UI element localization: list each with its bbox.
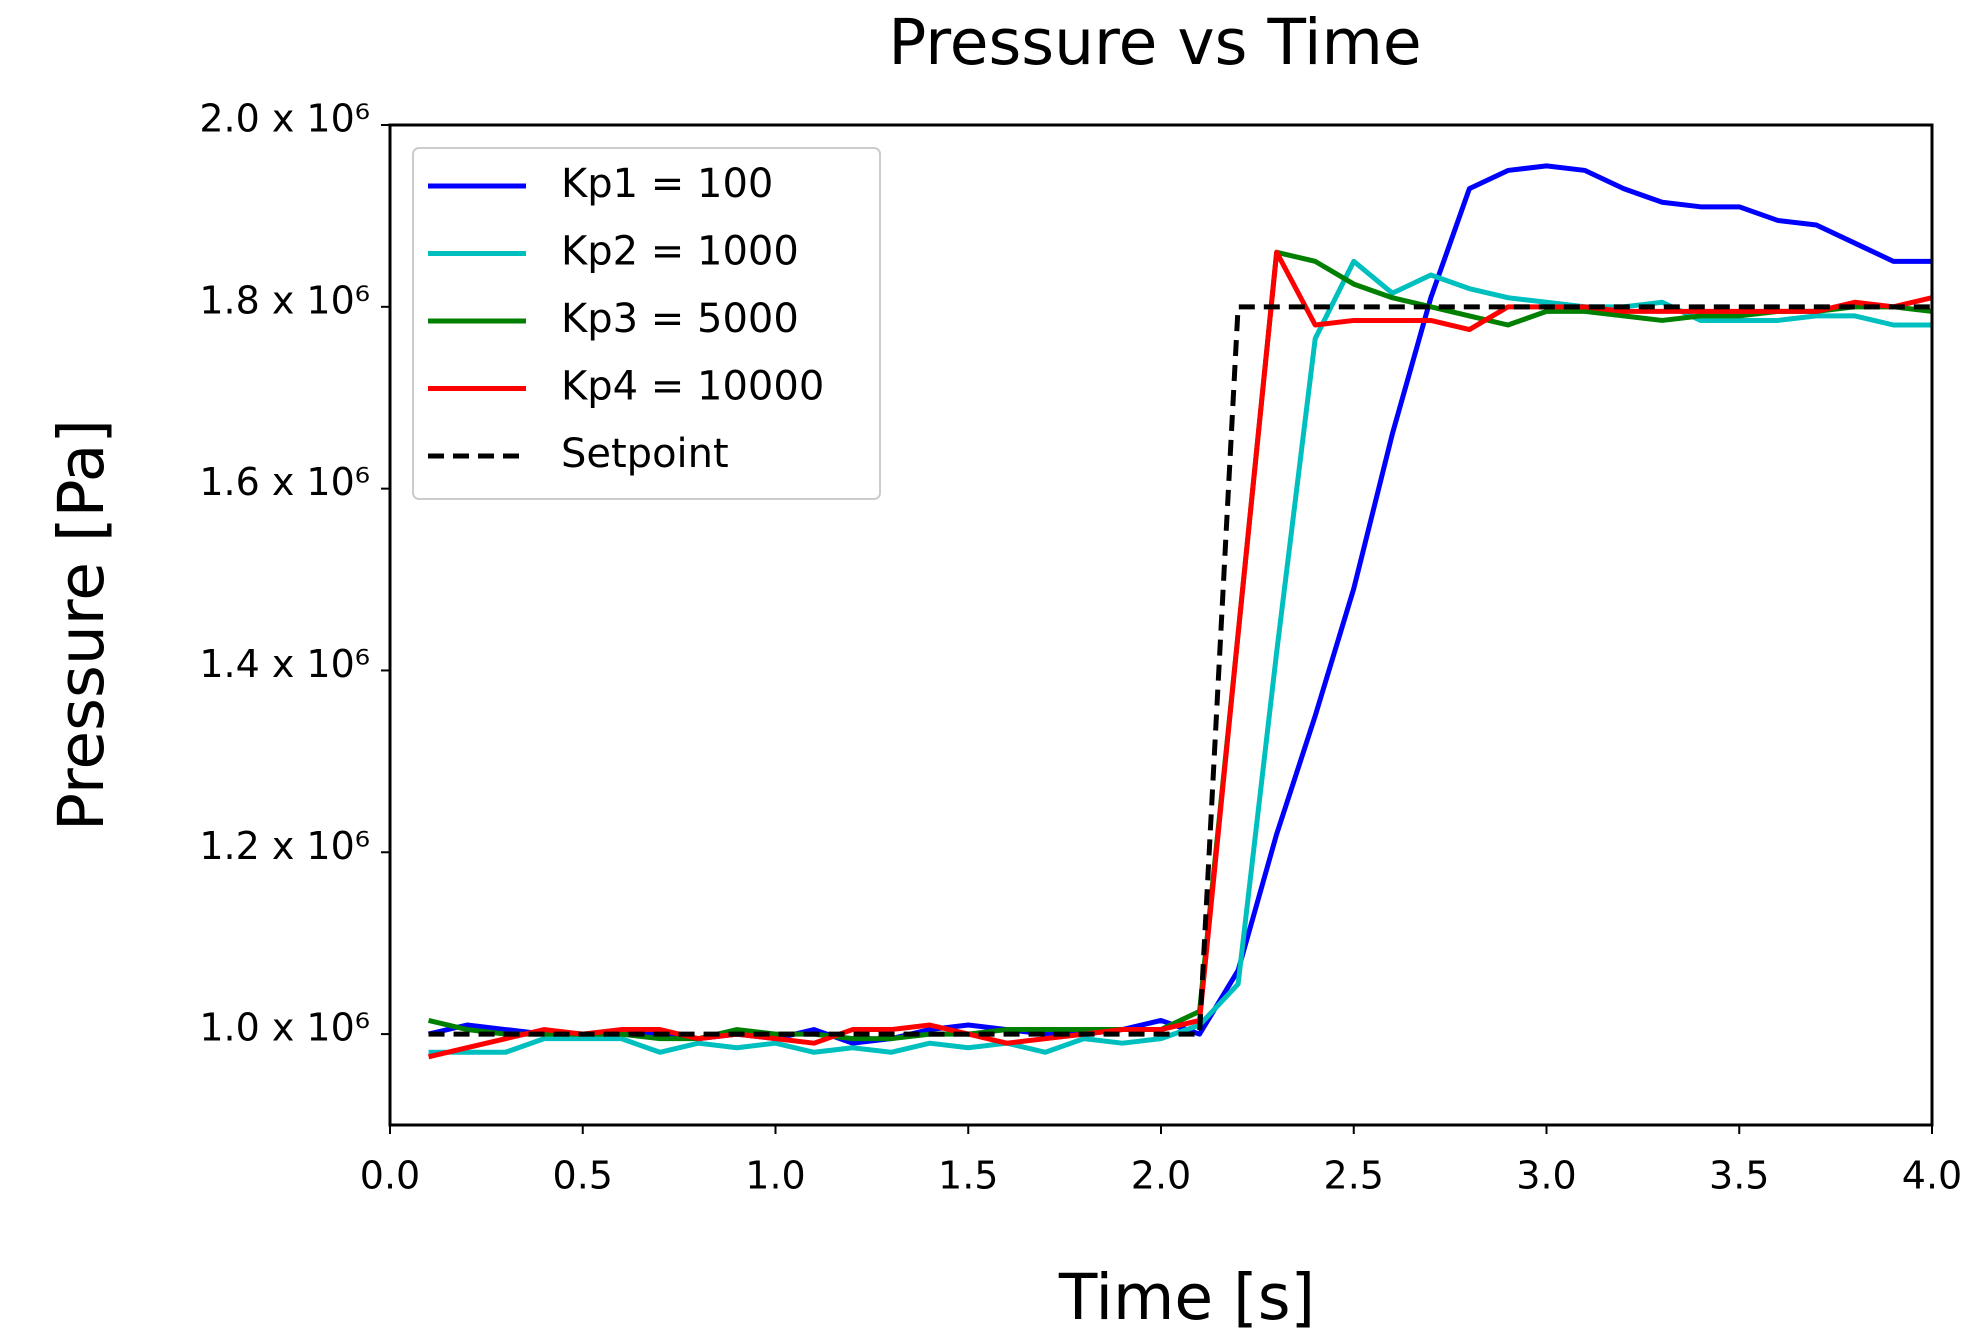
legend-label: Kp4 = 10000: [561, 364, 824, 410]
series-line: [428, 304, 1932, 1037]
legend-box: [412, 147, 881, 500]
y-tick-label: 1.0 x 10⁶: [199, 1006, 370, 1050]
x-tick-label: 2.0: [1131, 1154, 1191, 1198]
chart-title: Pressure vs Time: [888, 6, 1421, 79]
y-tick-label: 1.6 x 10⁶: [199, 460, 370, 504]
x-tick-label: 0.0: [360, 1154, 420, 1198]
y-axis-label: Pressure [Pa]: [45, 419, 118, 831]
legend-label: Kp3 = 5000: [561, 296, 799, 342]
x-tick-label: 4.0: [1902, 1154, 1962, 1198]
legend-label: Kp2 = 1000: [561, 229, 799, 275]
x-tick-label: 1.0: [745, 1154, 805, 1198]
x-axis-label: Time [s]: [1058, 1261, 1315, 1334]
x-tick-label: 0.5: [553, 1154, 613, 1198]
plot-frame: [388, 123, 1934, 1127]
legend-label: Setpoint: [561, 431, 729, 477]
x-tick-label: 1.5: [938, 1154, 998, 1198]
y-tick-label: 1.4 x 10⁶: [199, 642, 370, 686]
y-tick-label: 2.0 x 10⁶: [199, 97, 370, 141]
y-tick-label: 1.2 x 10⁶: [199, 824, 370, 868]
x-tick-label: 3.0: [1516, 1154, 1576, 1198]
legend-label: Kp1 = 100: [561, 161, 773, 207]
y-tick-label: 1.8 x 10⁶: [199, 278, 370, 322]
x-tick-label: 3.5: [1709, 1154, 1769, 1198]
series-line: [427, 249, 1933, 1042]
x-tick-label: 2.5: [1324, 1154, 1384, 1198]
